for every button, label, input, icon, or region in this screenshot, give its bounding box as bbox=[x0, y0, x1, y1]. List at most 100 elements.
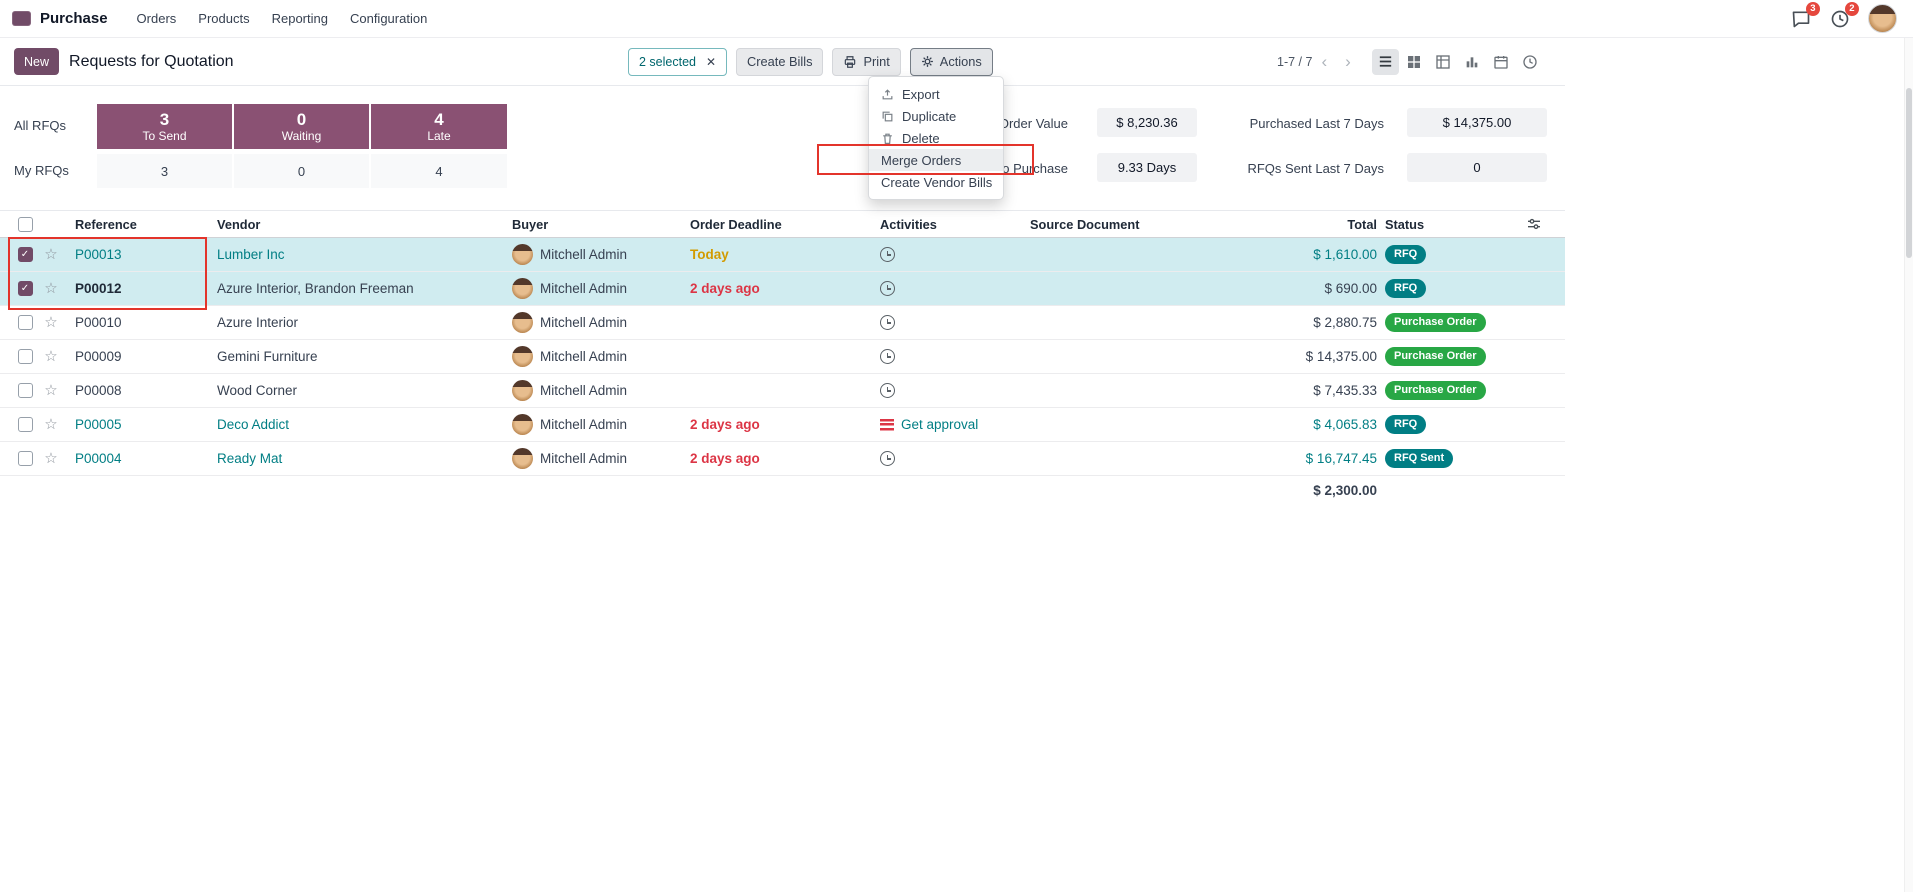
kpi-to-send[interactable]: 3 To Send bbox=[97, 104, 232, 149]
app-name[interactable]: Purchase bbox=[40, 10, 108, 27]
selection-count: 2 selected bbox=[639, 54, 696, 69]
column-header-reference[interactable]: Reference bbox=[75, 216, 137, 232]
table-row[interactable]: ☆ P00010 Azure Interior Mitchell Admin $… bbox=[0, 306, 1565, 340]
print-button[interactable]: Print bbox=[832, 47, 901, 76]
table-row[interactable]: ☆ P00004 Ready Mat Mitchell Admin 2 days… bbox=[0, 442, 1565, 476]
table-row[interactable]: ☆ P00013 Lumber Inc Mitchell Admin Today… bbox=[0, 238, 1565, 272]
row-checkbox[interactable] bbox=[17, 451, 33, 466]
pager-previous-button[interactable]: ‹ bbox=[1321, 52, 1328, 71]
gear-icon bbox=[921, 56, 933, 67]
pivot-view-button[interactable] bbox=[1430, 49, 1457, 75]
pager-next-button[interactable]: › bbox=[1345, 52, 1351, 71]
status-badge: Purchase Order bbox=[1385, 381, 1486, 401]
messages-button[interactable]: 3 bbox=[1790, 1, 1820, 30]
column-header-source-document[interactable]: Source Document bbox=[1030, 216, 1140, 232]
activity-clock-icon[interactable] bbox=[880, 281, 895, 296]
star-icon[interactable]: ☆ bbox=[44, 383, 58, 398]
new-button[interactable]: New bbox=[14, 48, 60, 75]
menu-item-delete[interactable]: Delete bbox=[869, 127, 1003, 149]
star-icon[interactable]: ☆ bbox=[44, 451, 58, 466]
my-to-send[interactable]: 3 bbox=[97, 154, 232, 188]
buyer-avatar bbox=[512, 380, 533, 401]
activity-clock-icon[interactable] bbox=[880, 349, 895, 364]
activity-clock-icon[interactable] bbox=[880, 315, 895, 330]
column-header-vendor[interactable]: Vendor bbox=[217, 216, 261, 232]
activity-clock-icon[interactable] bbox=[880, 247, 895, 262]
menu-item-export[interactable]: Export bbox=[869, 83, 1003, 105]
activities-button[interactable]: 2 bbox=[1829, 1, 1859, 30]
menu-item-duplicate[interactable]: Duplicate bbox=[869, 105, 1003, 127]
apps-menu-icon[interactable] bbox=[12, 11, 31, 26]
activity-clock-icon[interactable] bbox=[880, 383, 895, 398]
menu-products[interactable]: Products bbox=[198, 11, 250, 26]
row-checkbox[interactable] bbox=[17, 247, 33, 262]
row-total: $ 16,747.45 bbox=[1305, 451, 1377, 466]
row-reference: P00009 bbox=[75, 349, 122, 364]
my-late[interactable]: 4 bbox=[371, 154, 507, 188]
duplicate-icon bbox=[882, 111, 893, 121]
star-icon[interactable]: ☆ bbox=[44, 281, 58, 296]
table-row[interactable]: ☆ P00009 Gemini Furniture Mitchell Admin… bbox=[0, 340, 1565, 374]
create-bills-button[interactable]: Create Bills bbox=[736, 47, 824, 76]
calendar-view-button[interactable] bbox=[1488, 49, 1515, 75]
pivot-icon bbox=[1436, 54, 1450, 69]
my-waiting[interactable]: 0 bbox=[234, 154, 369, 188]
export-icon bbox=[882, 88, 893, 99]
buyer-avatar bbox=[512, 414, 533, 435]
row-buyer: Mitchell Admin bbox=[506, 414, 684, 435]
actions-button[interactable]: Actions bbox=[909, 47, 993, 76]
row-activity[interactable]: Get approval bbox=[874, 417, 1024, 432]
activity-view-button[interactable] bbox=[1517, 49, 1544, 75]
menu-orders[interactable]: Orders bbox=[136, 11, 177, 26]
status-badge: Purchase Order bbox=[1385, 313, 1486, 333]
menu-reporting[interactable]: Reporting bbox=[271, 11, 328, 26]
row-vendor: Lumber Inc bbox=[217, 247, 285, 262]
row-vendor: Azure Interior bbox=[217, 315, 299, 330]
menu-item-merge-orders[interactable]: Merge Orders bbox=[869, 149, 1003, 171]
user-avatar[interactable] bbox=[1868, 4, 1897, 33]
star-icon[interactable]: ☆ bbox=[44, 349, 58, 364]
column-header-total[interactable]: Total bbox=[1347, 216, 1377, 232]
star-icon[interactable]: ☆ bbox=[44, 247, 58, 262]
graph-view-button[interactable] bbox=[1459, 49, 1486, 75]
select-all-checkbox[interactable] bbox=[17, 216, 33, 232]
kpi-waiting[interactable]: 0 Waiting bbox=[234, 104, 369, 149]
kanban-view-button[interactable] bbox=[1401, 49, 1428, 75]
clear-selection-button[interactable]: ✕ bbox=[705, 54, 717, 69]
activity-label[interactable]: Get approval bbox=[901, 417, 979, 432]
kpi-late[interactable]: 4 Late bbox=[371, 104, 507, 149]
menu-configuration[interactable]: Configuration bbox=[349, 11, 428, 26]
row-checkbox[interactable] bbox=[17, 383, 33, 398]
table-row[interactable]: ☆ P00012 Azure Interior, Brandon Freeman… bbox=[0, 272, 1565, 306]
column-header-order-deadline[interactable]: Order Deadline bbox=[690, 216, 782, 232]
row-reference: P00005 bbox=[75, 417, 122, 432]
adjust-columns-icon[interactable] bbox=[1526, 216, 1542, 232]
row-reference: P00004 bbox=[75, 451, 122, 466]
activity-clock-icon[interactable] bbox=[880, 451, 895, 466]
column-header-buyer[interactable]: Buyer bbox=[512, 216, 549, 232]
scrollbar-thumb[interactable] bbox=[1906, 88, 1912, 258]
status-badge: Purchase Order bbox=[1385, 347, 1486, 367]
column-header-activities[interactable]: Activities bbox=[880, 216, 937, 232]
star-icon[interactable]: ☆ bbox=[44, 417, 58, 432]
clock-icon bbox=[1831, 10, 1849, 27]
row-checkbox[interactable] bbox=[17, 417, 33, 432]
star-icon[interactable]: ☆ bbox=[44, 315, 58, 330]
rfqs-sent-last7-value: 0 bbox=[1407, 153, 1547, 182]
row-checkbox[interactable] bbox=[17, 349, 33, 364]
row-reference: P00008 bbox=[75, 383, 122, 398]
column-header-status[interactable]: Status bbox=[1385, 216, 1425, 232]
pager-counter: 1-7 / 7 bbox=[1277, 54, 1313, 69]
menu-item-create-vendor-bills[interactable]: Create Vendor Bills bbox=[881, 174, 993, 190]
list-view-button[interactable] bbox=[1371, 48, 1399, 75]
row-checkbox[interactable] bbox=[17, 281, 33, 296]
row-vendor: Deco Addict bbox=[217, 417, 290, 432]
messages-badge: 3 bbox=[1805, 1, 1820, 16]
list-icon bbox=[1379, 56, 1391, 67]
activities-badge: 2 bbox=[1844, 1, 1859, 16]
row-checkbox[interactable] bbox=[17, 315, 33, 330]
table-row[interactable]: ☆ P00008 Wood Corner Mitchell Admin $ 7,… bbox=[0, 374, 1565, 408]
scrollbar[interactable] bbox=[1904, 38, 1913, 892]
buyer-avatar bbox=[512, 244, 533, 265]
table-row[interactable]: ☆ P00005 Deco Addict Mitchell Admin 2 da… bbox=[0, 408, 1565, 442]
